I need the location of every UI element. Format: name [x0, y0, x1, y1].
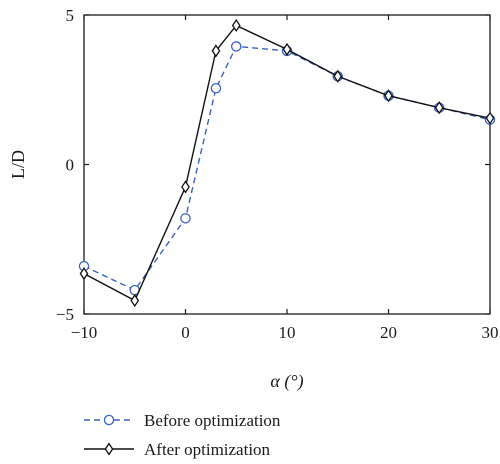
axis-ticks: −10 0 10 20 30 −5 0 5 [56, 6, 499, 342]
legend: Before optimization After optimization [84, 411, 281, 459]
data-point [384, 89, 393, 103]
data-point [282, 42, 292, 56]
y-tick-label: 5 [66, 6, 75, 25]
plot-frame [83, 14, 491, 315]
data-point [485, 111, 495, 125]
data-point [210, 83, 222, 94]
x-tick-label: 10 [279, 323, 296, 342]
series-line [83, 24, 491, 302]
legend-marker [104, 442, 114, 456]
data-point [333, 69, 343, 83]
legend-label: Before optimization [144, 411, 281, 430]
x-tick-label: 30 [482, 323, 499, 342]
data-point [79, 267, 89, 281]
legend-label: After optimization [144, 440, 271, 459]
x-tick-label: 20 [380, 323, 397, 342]
plot-area: −10 0 10 20 30 −5 0 5 [56, 6, 499, 342]
y-axis-title: L/D [8, 150, 28, 179]
series-line [83, 45, 491, 291]
data-point [230, 41, 242, 52]
data-point [231, 18, 241, 33]
y-tick-label: 0 [66, 156, 75, 175]
data-point [180, 213, 191, 224]
series-layer [78, 18, 496, 308]
x-tick-label: −10 [71, 323, 98, 342]
x-axis-title: α (°) [270, 371, 303, 392]
legend-marker [103, 414, 115, 426]
y-tick-label: −5 [56, 305, 74, 324]
data-point [130, 293, 140, 308]
data-point [211, 44, 221, 58]
data-point [181, 180, 190, 194]
data-point [434, 101, 444, 115]
series-after-optimization [79, 18, 495, 308]
x-tick-label: 0 [181, 323, 190, 342]
series-before-optimization [78, 41, 496, 296]
